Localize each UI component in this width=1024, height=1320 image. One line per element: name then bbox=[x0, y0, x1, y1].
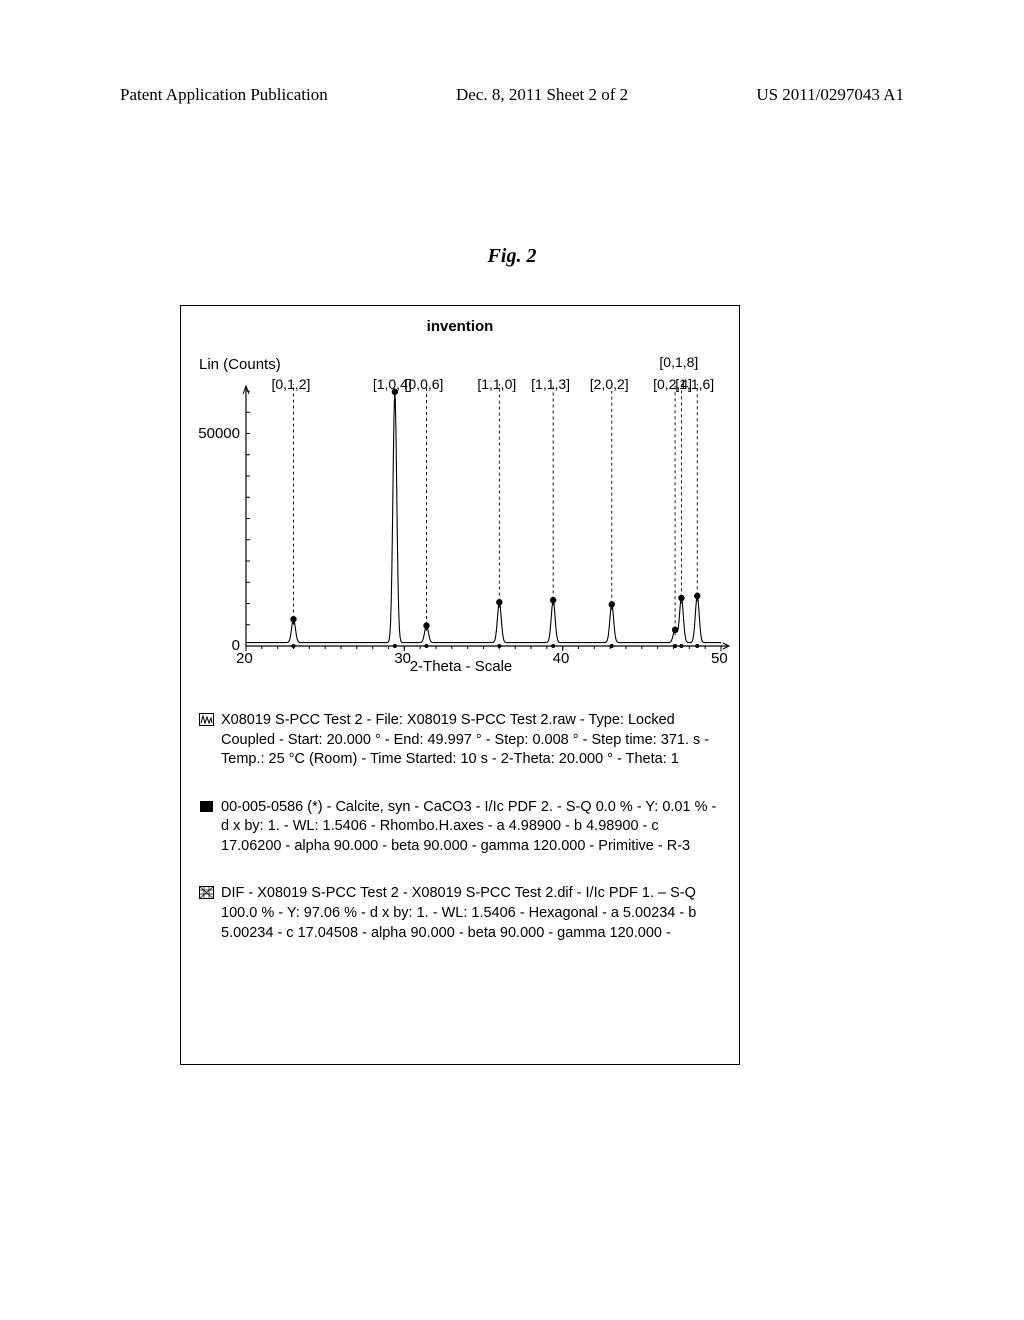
xrd-chart: Lin (Counts) 2-Theta - Scale 50000020304… bbox=[181, 336, 741, 696]
peak-label: [1,1,0] bbox=[477, 376, 516, 392]
x-tick-label: 20 bbox=[236, 650, 253, 667]
x-tick-label: 50 bbox=[711, 650, 728, 667]
peak-label: [0,1,8] bbox=[659, 354, 698, 370]
peak-label: [2,0,2] bbox=[590, 376, 629, 392]
peak-label: [1,1,3] bbox=[531, 376, 570, 392]
legend-icon bbox=[199, 886, 214, 899]
figure-caption: Fig. 2 bbox=[0, 245, 1024, 268]
x-tick-label: 40 bbox=[553, 650, 570, 667]
legend-text: 00-005-0586 (*) - Calcite, syn - CaCO3 -… bbox=[221, 799, 716, 854]
legend-icon bbox=[199, 713, 214, 726]
peak-label: [0,0,6] bbox=[405, 376, 444, 392]
y-tick-label: 50000 bbox=[198, 425, 240, 442]
legend-icon bbox=[199, 800, 214, 813]
legend-text: X08019 S-PCC Test 2 - File: X08019 S-PCC… bbox=[221, 712, 709, 767]
legend-entry: X08019 S-PCC Test 2 - File: X08019 S-PCC… bbox=[199, 711, 721, 770]
x-tick-label: 30 bbox=[394, 650, 411, 667]
legend-entry: DIF - X08019 S-PCC Test 2 - X08019 S-PCC… bbox=[199, 884, 721, 943]
header-right: US 2011/0297043 A1 bbox=[756, 85, 904, 105]
peak-label: [0,1,2] bbox=[272, 376, 311, 392]
header-center: Dec. 8, 2011 Sheet 2 of 2 bbox=[456, 85, 628, 105]
x-axis-label: 2-Theta - Scale bbox=[181, 658, 741, 675]
figure-box: invention Lin (Counts) 2-Theta - Scale 5… bbox=[180, 305, 740, 1065]
chart-title: invention bbox=[181, 318, 739, 335]
legend-region: X08019 S-PCC Test 2 - File: X08019 S-PCC… bbox=[199, 711, 721, 971]
header-left: Patent Application Publication bbox=[120, 85, 328, 105]
peak-label: [1,1,6] bbox=[675, 376, 714, 392]
patent-header: Patent Application Publication Dec. 8, 2… bbox=[120, 85, 904, 105]
legend-entry: 00-005-0586 (*) - Calcite, syn - CaCO3 -… bbox=[199, 798, 721, 857]
legend-text: DIF - X08019 S-PCC Test 2 - X08019 S-PCC… bbox=[221, 885, 696, 940]
